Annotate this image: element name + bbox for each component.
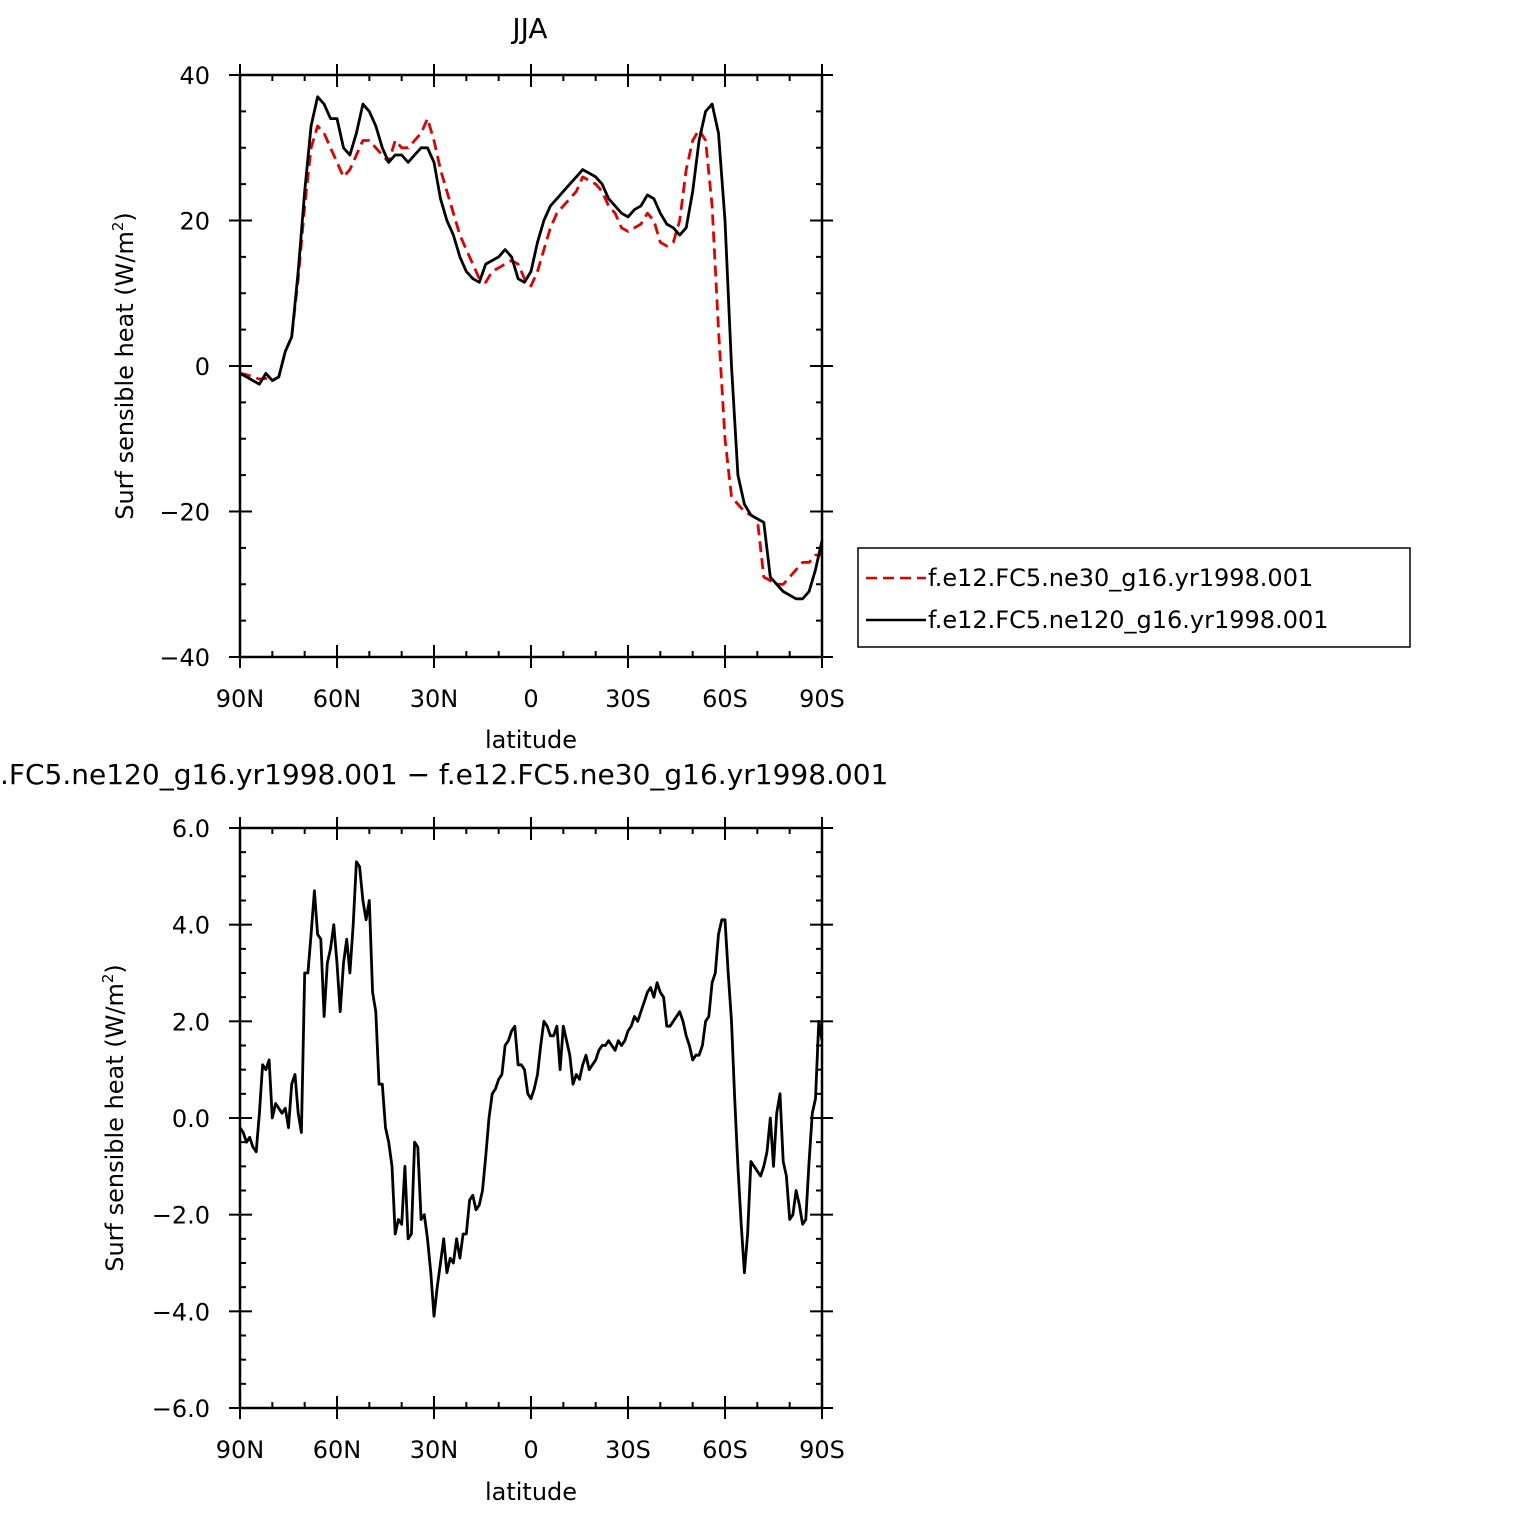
bottom-x-tick-label: 90N — [216, 1436, 265, 1464]
bottom-x-tick-label: 30S — [605, 1436, 651, 1464]
bottom-y-tick-label: −4.0 — [152, 1298, 210, 1326]
legend: f.e12.FC5.ne30_g16.yr1998.001 f.e12.FC5.… — [857, 547, 1411, 648]
legend-label-ne120: f.e12.FC5.ne120_g16.yr1998.001 — [928, 606, 1329, 634]
bottom-y-tick-label: −6.0 — [152, 1395, 210, 1423]
legend-label-ne30: f.e12.FC5.ne30_g16.yr1998.001 — [928, 564, 1313, 592]
top-y-tick-label: 20 — [179, 208, 210, 236]
top-x-tick-label: 0 — [523, 685, 538, 713]
top-chart-title: JJA — [510, 12, 547, 45]
top-x-tick-label: 30S — [605, 685, 651, 713]
top-y-tick-label: 0 — [195, 353, 210, 381]
bottom-x-tick-label: 60S — [702, 1436, 748, 1464]
bottom-x-tick-label: 60N — [313, 1436, 362, 1464]
top-x-tick-label: 30N — [410, 685, 459, 713]
bottom-y-axis-label: Surf sensible heat (W/m2) — [99, 964, 129, 1272]
bottom-y-label-end: ) — [101, 964, 129, 973]
bottom-chart-title: .FC5.ne120_g16.yr1998.001 − f.e12.FC5.ne… — [0, 758, 888, 791]
bottom-panel: .FC5.ne120_g16.yr1998.001 − f.e12.FC5.ne… — [0, 758, 888, 1506]
top-y-label-end: ) — [111, 212, 139, 221]
bottom-data-lines — [238, 860, 824, 1318]
top-series-line-0 — [239, 117, 822, 586]
top-x-tick-label: 90S — [799, 685, 845, 713]
bottom-y-tick-label: 4.0 — [172, 912, 210, 940]
bottom-y-tick-label: 2.0 — [172, 1008, 210, 1036]
bottom-x-axis-label: latitude — [485, 1478, 577, 1506]
bottom-x-tick-label: 0 — [523, 1436, 538, 1464]
bottom-series-line-0 — [238, 860, 824, 1318]
top-x-tick-label: 60N — [313, 685, 362, 713]
top-panel: JJA 90N 60N 30N 0 30S 60S 90S 40 20 0 −20 −40 latit… — [109, 12, 1411, 754]
bottom-y-label-main: Surf sensible heat (W/m — [101, 983, 129, 1272]
bottom-y-tick-label: −2.0 — [152, 1202, 210, 1230]
top-y-tick-label: −40 — [159, 644, 210, 672]
top-y-axis-label: Surf sensible heat (W/m2) — [109, 212, 139, 520]
bottom-y-label-superscript: 2 — [99, 974, 117, 984]
top-x-tick-label: 90N — [216, 685, 265, 713]
bottom-y-tick-label: 0.0 — [172, 1105, 210, 1133]
top-y-tick-label: 40 — [179, 62, 210, 90]
top-y-tick-label: −20 — [159, 499, 210, 527]
bottom-y-tick-label: 6.0 — [172, 815, 210, 843]
legend-box — [857, 547, 1411, 648]
bottom-x-tick-label: 30N — [410, 1436, 459, 1464]
bottom-x-tick-label: 90S — [799, 1436, 845, 1464]
top-x-tick-label: 60S — [702, 685, 748, 713]
top-y-label-main: Surf sensible heat (W/m — [111, 231, 139, 520]
top-y-label-superscript: 2 — [109, 222, 127, 232]
top-x-axis-label: latitude — [485, 726, 577, 754]
top-plot-frame — [238, 73, 824, 659]
top-series-line-1 — [239, 95, 824, 601]
bottom-plot-frame — [238, 826, 824, 1410]
top-data-lines — [239, 95, 824, 601]
top-axis-ticks: 90N 60N 30N 0 30S 60S 90S 40 20 0 −20 −40 — [159, 62, 845, 713]
bottom-axis-ticks: 90N 60N 30N 0 30S 60S 90S 6.0 4.0 2.0 0.0 −2.0 −4.0 −… — [152, 815, 845, 1464]
